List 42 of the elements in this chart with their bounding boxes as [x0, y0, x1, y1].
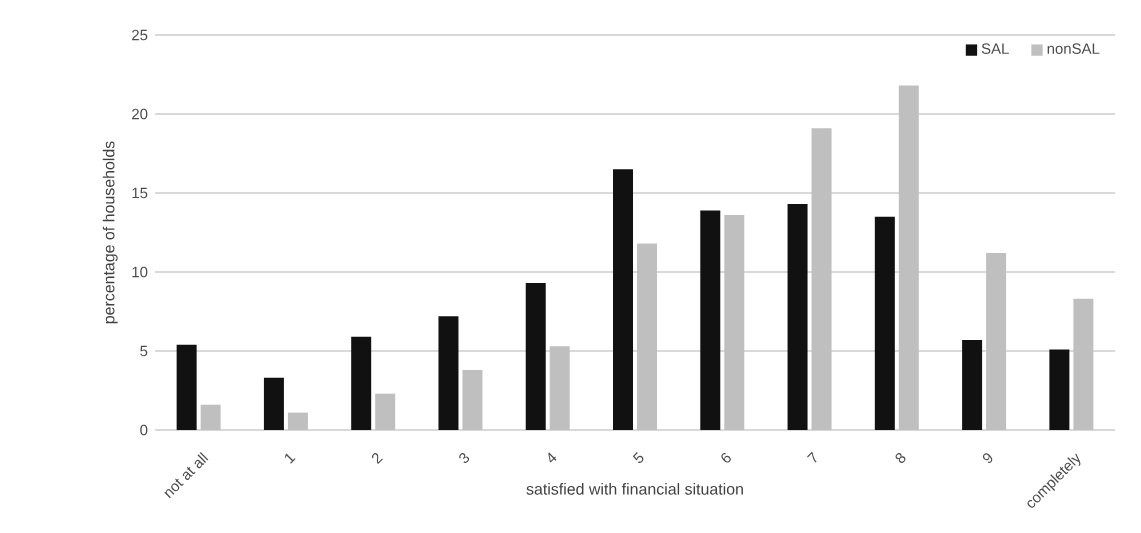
- bar: [986, 253, 1007, 430]
- bar: [724, 215, 745, 430]
- bar: [438, 316, 459, 430]
- bar: [700, 210, 721, 430]
- bar: [613, 169, 634, 430]
- bar: [176, 344, 197, 430]
- bar: [462, 369, 483, 430]
- bar: [1073, 298, 1094, 430]
- bar: [874, 216, 895, 430]
- bar: [200, 404, 221, 430]
- x-tick-label: 8: [895, 453, 906, 463]
- legend-label: nonSAL: [1047, 43, 1100, 54]
- bar: [1049, 349, 1070, 430]
- bar: [811, 128, 832, 430]
- x-tick-label: 1: [285, 453, 296, 464]
- bar: [898, 85, 919, 430]
- x-tick-label: 7: [807, 451, 817, 463]
- bar: [351, 336, 372, 430]
- x-axis-title: satisfied with financial situation: [526, 483, 743, 495]
- y-tick-label: 0: [140, 424, 148, 436]
- bar: [375, 393, 396, 430]
- y-tick-label: 10: [132, 266, 148, 278]
- bar: [962, 339, 983, 430]
- bar: [525, 283, 546, 430]
- x-tick-label: 5: [632, 452, 644, 463]
- x-tick-label: 4: [548, 452, 557, 463]
- y-tick-label: 25: [132, 29, 148, 41]
- legend-label: SAL: [981, 43, 1009, 54]
- x-tick-label: 9: [982, 453, 993, 463]
- y-axis-title: percentage of households: [102, 141, 118, 324]
- y-tick-label: 20: [132, 108, 148, 120]
- x-tick-label: 6: [721, 453, 731, 463]
- x-tick-label: not at all: [164, 452, 209, 499]
- x-tick-label: 3: [459, 453, 470, 464]
- bar: [787, 204, 808, 430]
- bar: [637, 243, 658, 430]
- y-tick-label: 5: [140, 345, 148, 357]
- x-tick-label: 2: [371, 453, 383, 465]
- y-tick-label: 15: [132, 187, 148, 199]
- bar: [263, 377, 284, 430]
- bar: [549, 346, 570, 430]
- bar: [287, 412, 308, 430]
